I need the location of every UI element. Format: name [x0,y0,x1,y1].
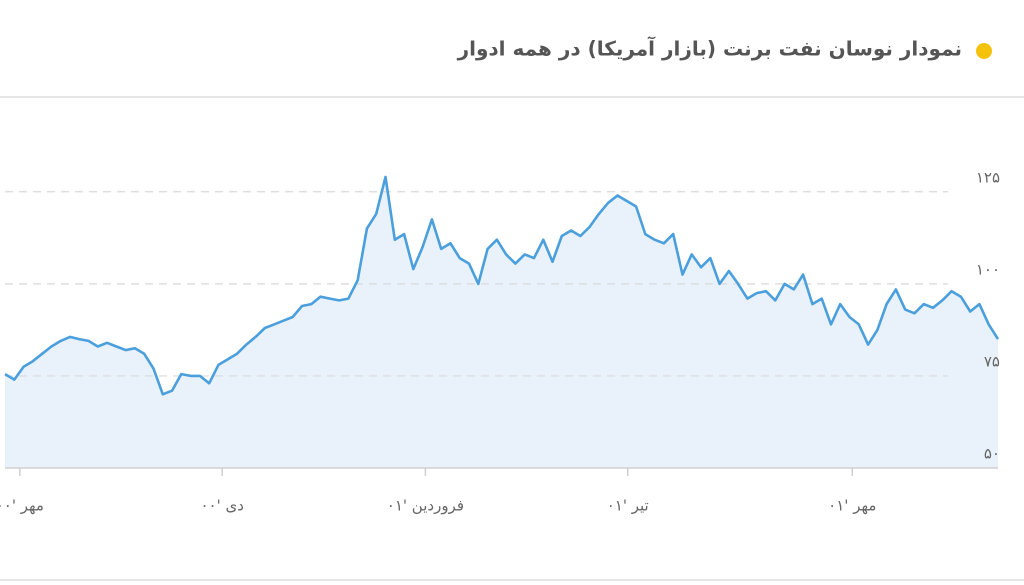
y-tick-label: ۱۰۰ [976,260,1000,278]
title-dot [976,43,992,59]
x-tick-label: تیر '۰۱ [607,497,649,515]
y-tick-label: ۵۰ [984,445,1000,463]
x-tick-label: مهر '۰۱ [828,497,876,515]
price-line [4,175,1000,396]
chart-title: نمودار نوسان نفت برنت (بازار آمریکا) در … [457,36,962,61]
area-fill [5,177,998,468]
x-tick-label: دی '۰۰ [200,497,243,515]
x-tick-label: فروردین '۰۱ [387,497,464,515]
y-tick-label: ۱۲۵ [976,168,1000,186]
x-tick-label: مهر '۰۰ [0,497,44,515]
y-tick-label: ۷۵ [984,352,1000,370]
